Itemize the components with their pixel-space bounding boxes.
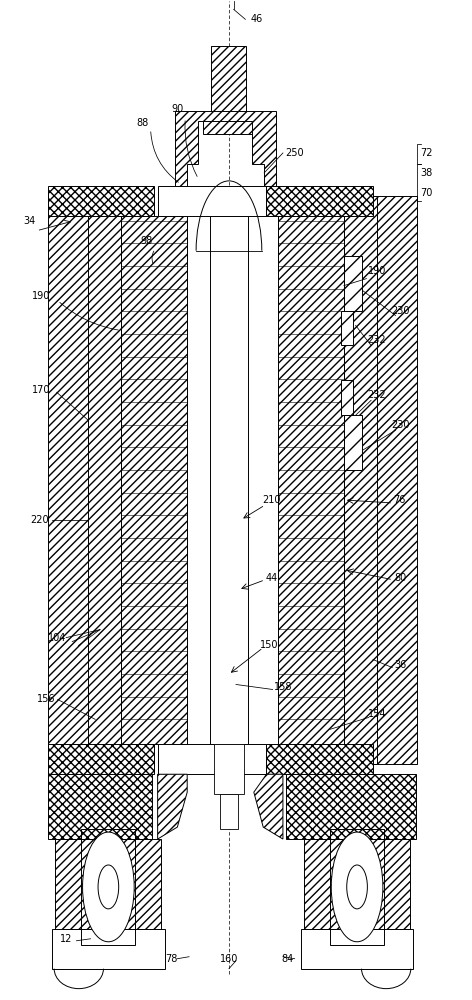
Bar (266, 744, 372, 774)
Bar (214, 744, 244, 794)
Circle shape (83, 832, 134, 942)
Bar (121, 216, 187, 744)
Bar (374, 196, 417, 764)
Text: 34: 34 (24, 216, 36, 226)
Bar (286, 774, 416, 839)
Text: 170: 170 (32, 385, 51, 395)
Text: 38: 38 (420, 168, 432, 178)
Text: 190: 190 (32, 291, 51, 301)
Text: 230: 230 (391, 306, 410, 316)
Polygon shape (175, 111, 276, 186)
Text: 156: 156 (37, 694, 55, 704)
Bar (81, 829, 135, 945)
Bar (210, 216, 248, 744)
Text: 98: 98 (141, 236, 153, 246)
Text: 36: 36 (394, 660, 406, 670)
Bar (158, 186, 267, 216)
Bar (278, 216, 344, 744)
Bar (211, 46, 246, 116)
Bar (344, 256, 362, 311)
Text: 70: 70 (420, 188, 432, 198)
Text: 72: 72 (420, 148, 432, 158)
Text: 232: 232 (368, 335, 386, 345)
Bar (48, 196, 91, 764)
Text: 190: 190 (368, 266, 386, 276)
Text: 154: 154 (368, 709, 386, 719)
Bar (88, 196, 123, 764)
Bar (341, 380, 353, 415)
Bar (52, 929, 165, 969)
Text: 80: 80 (394, 573, 406, 583)
Bar (158, 744, 267, 774)
Text: 104: 104 (48, 633, 66, 643)
Bar (48, 774, 152, 839)
Text: 158: 158 (274, 682, 292, 692)
Text: 46: 46 (251, 14, 263, 24)
Text: 76: 76 (393, 495, 405, 505)
Bar (202, 116, 254, 134)
Polygon shape (254, 774, 283, 839)
Circle shape (331, 832, 383, 942)
Text: 12: 12 (60, 934, 72, 944)
Bar (330, 829, 384, 945)
Text: 90: 90 (171, 104, 184, 114)
Bar (304, 839, 410, 929)
Text: 78: 78 (165, 954, 177, 964)
Bar (301, 929, 413, 969)
Text: 44: 44 (265, 573, 278, 583)
Bar (48, 186, 154, 216)
Text: 150: 150 (260, 640, 278, 650)
Text: 250: 250 (286, 148, 304, 158)
Circle shape (98, 865, 118, 909)
Text: 230: 230 (391, 420, 410, 430)
Bar (219, 794, 238, 829)
Bar (341, 311, 353, 345)
Bar (344, 415, 362, 470)
Bar (55, 839, 161, 929)
Text: 84: 84 (281, 954, 294, 964)
Text: 88: 88 (136, 118, 148, 128)
Text: 210: 210 (262, 495, 280, 505)
Bar (342, 196, 377, 764)
Bar (48, 744, 154, 774)
Text: 160: 160 (220, 954, 238, 964)
Bar (266, 186, 372, 216)
Text: 232: 232 (368, 390, 386, 400)
Text: 220: 220 (31, 515, 49, 525)
Polygon shape (158, 774, 187, 839)
Circle shape (347, 865, 367, 909)
